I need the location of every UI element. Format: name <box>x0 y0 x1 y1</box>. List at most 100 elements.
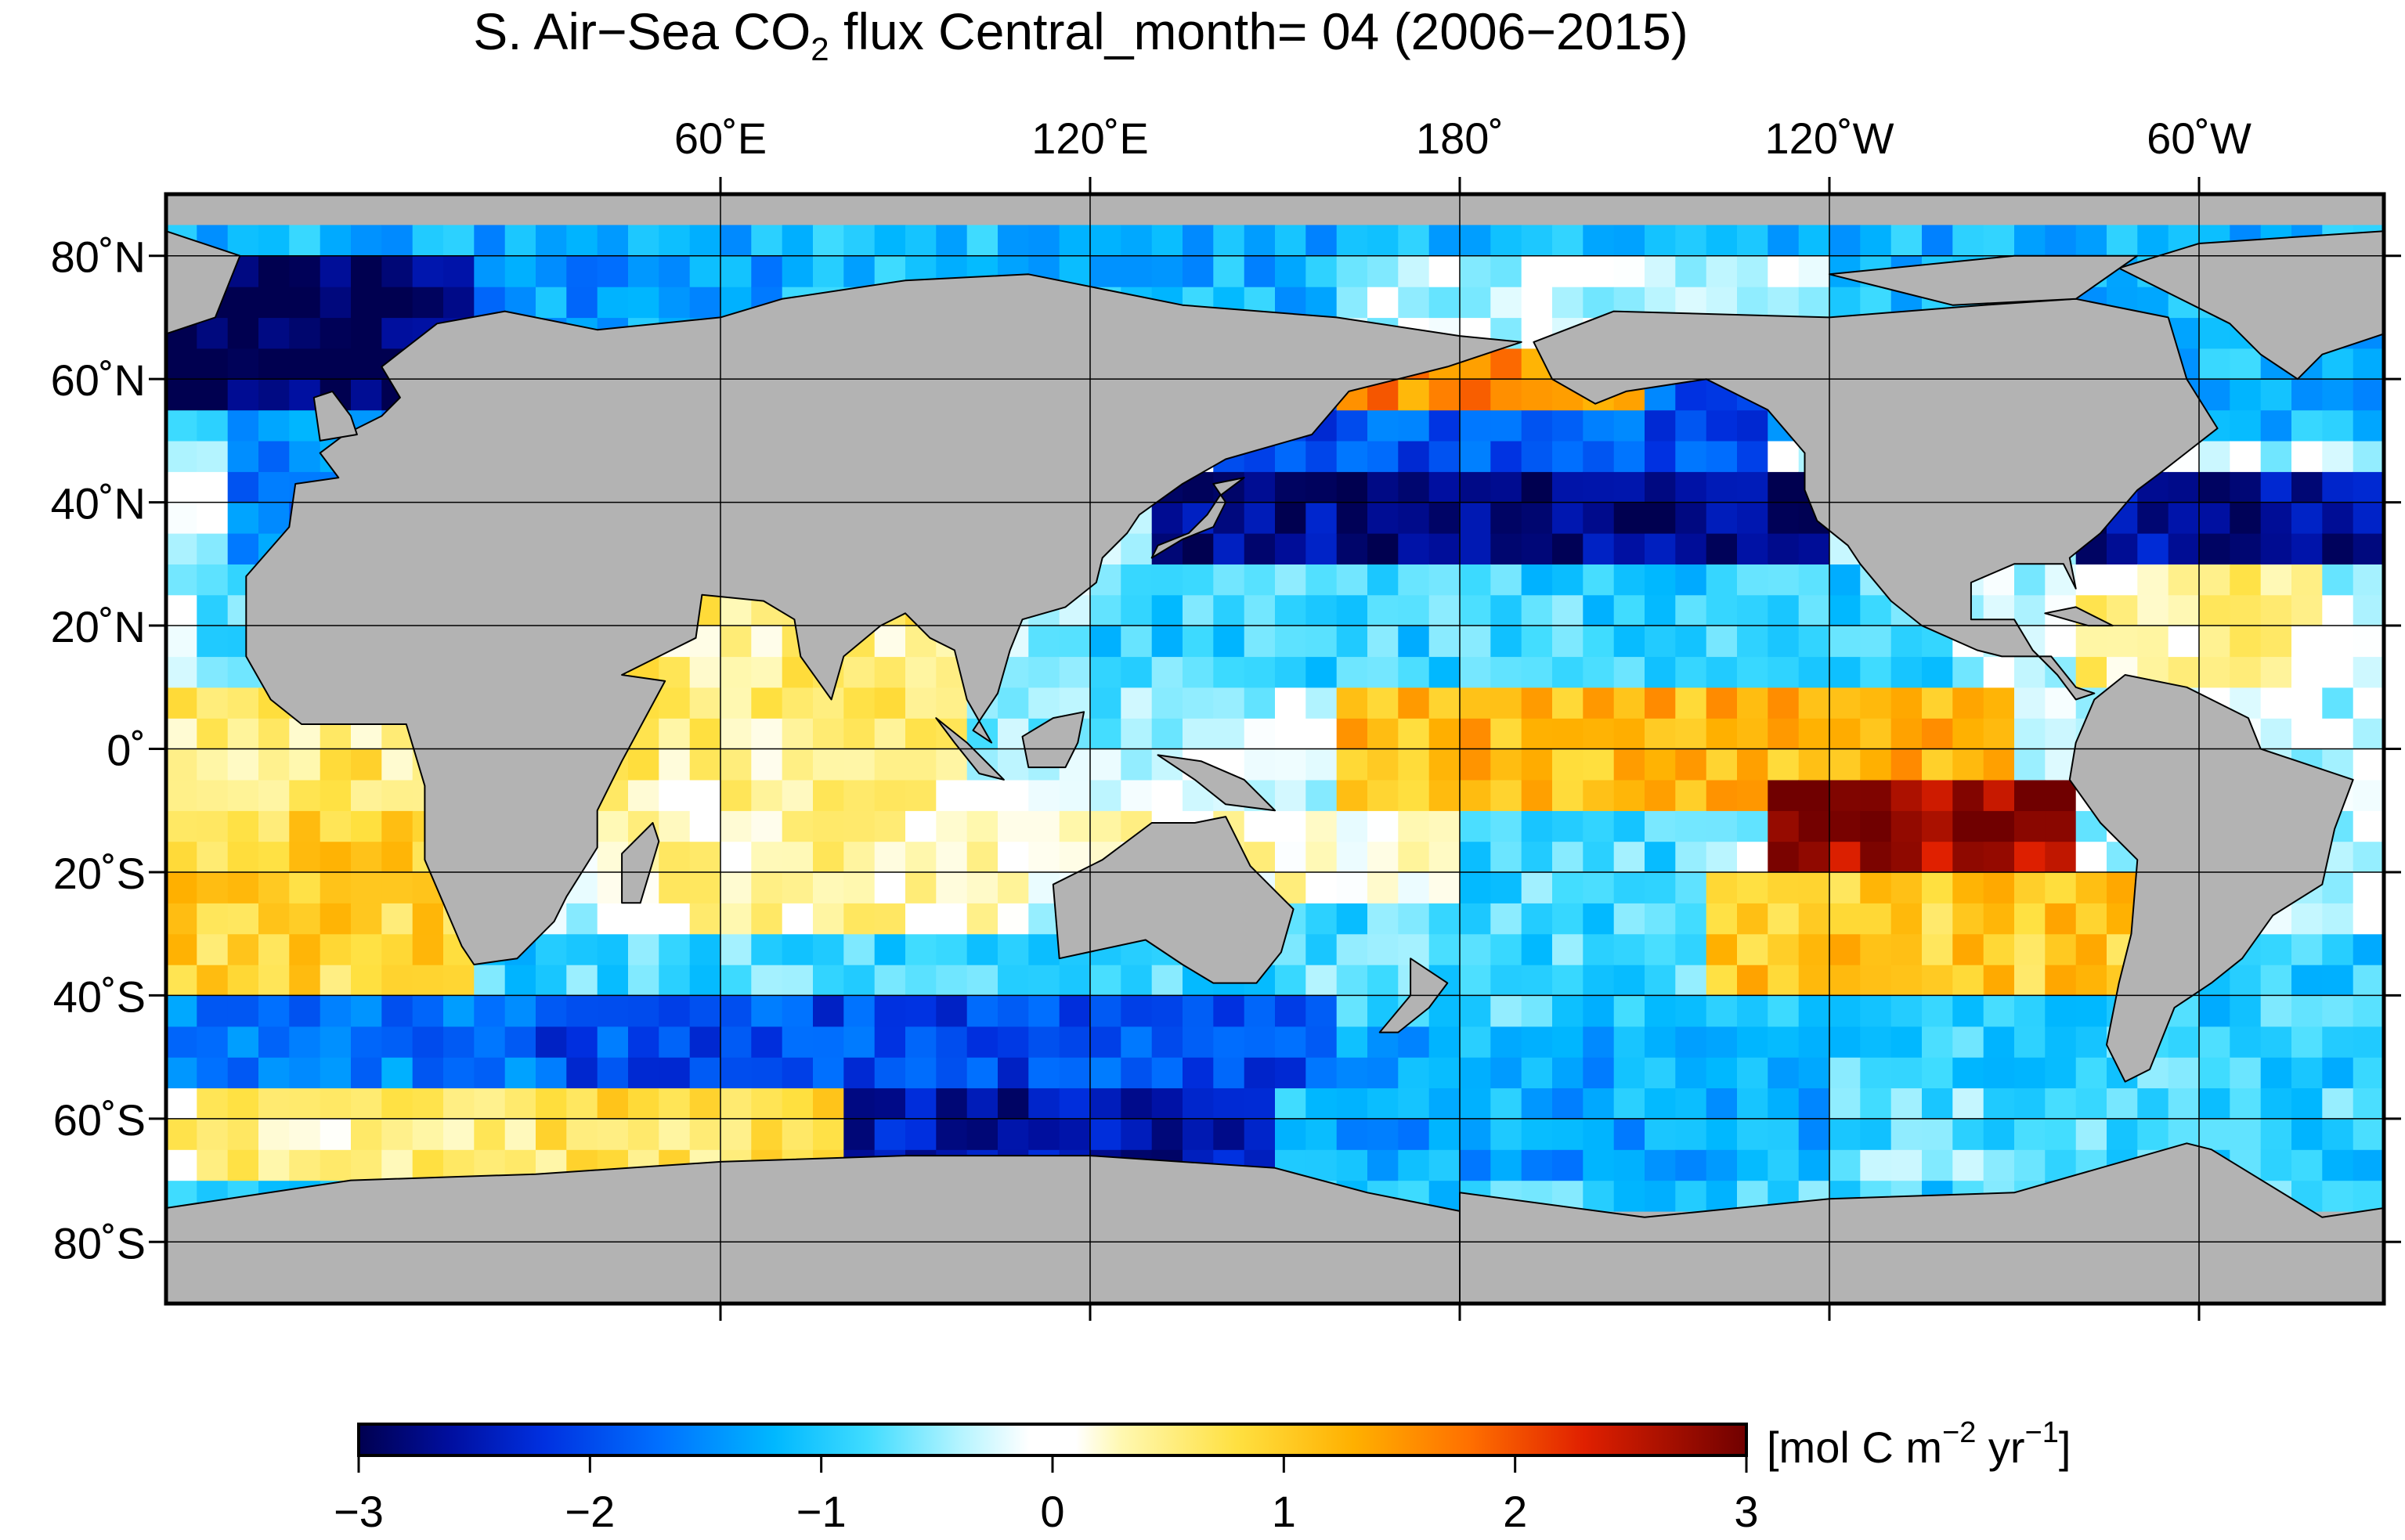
flux-cell <box>1983 656 2015 688</box>
flux-cell <box>1798 965 1830 996</box>
flux-cell <box>936 225 968 257</box>
flux-cell <box>1305 903 1338 935</box>
flux-cell <box>2014 1026 2046 1058</box>
flux-cell <box>566 903 598 935</box>
flux-cell <box>1213 1026 1245 1058</box>
flux-cell <box>289 933 321 965</box>
flux-cell <box>2045 225 2077 257</box>
flux-cell <box>1460 656 1491 688</box>
flux-cell <box>2260 1026 2292 1058</box>
flux-cell <box>597 287 629 319</box>
flux-cell <box>1305 225 1338 257</box>
flux-cell <box>2260 594 2292 626</box>
flux-cell <box>1675 965 1707 996</box>
flux-cell <box>751 841 783 873</box>
flux-cell <box>2353 687 2384 719</box>
flux-cell <box>1983 779 2015 811</box>
flux-cell <box>1952 933 1984 965</box>
flux-cell <box>2199 594 2230 626</box>
flux-cell <box>1983 1026 2015 1058</box>
flux-cell <box>720 903 752 935</box>
flux-cell <box>905 903 937 935</box>
flux-cell <box>966 1087 998 1120</box>
flux-cell <box>659 287 691 319</box>
flux-cell <box>597 903 629 935</box>
flux-cell <box>289 779 321 811</box>
flux-cell <box>351 317 382 349</box>
flux-cell <box>1798 1087 1830 1120</box>
flux-cell <box>1367 903 1399 935</box>
flux-cell <box>166 594 197 626</box>
flux-cell <box>2137 533 2169 564</box>
flux-cell <box>1952 1149 1984 1181</box>
flux-cell <box>1521 1118 1553 1150</box>
flux-cell <box>1613 471 1645 503</box>
flux-cell <box>1151 1118 1183 1150</box>
flux-cell <box>1645 1149 1676 1181</box>
flux-cell <box>1028 841 1060 873</box>
flux-cell <box>1028 1057 1060 1089</box>
flux-cell <box>381 255 413 287</box>
flux-cell <box>1398 718 1430 750</box>
flux-cell <box>1645 1180 1676 1212</box>
flux-cell <box>412 287 444 319</box>
title-suffix: flux Central_month= 04 (2006−2015) <box>829 2 1688 60</box>
flux-cell <box>1860 718 1892 750</box>
flux-cell <box>166 1057 197 1089</box>
flux-cell <box>689 1087 721 1120</box>
flux-cell <box>2075 903 2107 935</box>
flux-cell <box>720 810 752 842</box>
flux-cell <box>1706 1057 1738 1089</box>
flux-cell <box>1552 225 1583 257</box>
flux-cell <box>1460 255 1491 287</box>
flux-cell <box>782 225 814 257</box>
flux-cell <box>782 965 814 996</box>
flux-cell <box>1737 748 1768 781</box>
flux-cell <box>2199 317 2230 349</box>
flux-cell <box>2045 810 2077 842</box>
flux-cell <box>1983 225 2015 257</box>
flux-cell <box>1798 564 1830 596</box>
flux-cell <box>197 718 229 750</box>
flux-cell <box>320 1087 352 1120</box>
flux-cell <box>2230 348 2262 380</box>
flux-cell <box>1460 810 1491 842</box>
flux-cell <box>1490 1087 1522 1120</box>
flux-cell <box>1890 656 1923 688</box>
flux-cell <box>1613 502 1645 534</box>
flux-cell <box>1460 379 1491 411</box>
flux-cell <box>597 1057 629 1089</box>
land-antarctica <box>166 1155 1461 1304</box>
flux-cell <box>1244 255 1276 287</box>
flux-cell <box>659 1087 691 1120</box>
flux-cell <box>843 748 876 781</box>
flux-cell <box>1737 995 1768 1027</box>
flux-cell <box>536 1087 567 1120</box>
flux-cell <box>1613 626 1645 658</box>
flux-cell <box>1367 1149 1399 1181</box>
flux-cell <box>1675 225 1707 257</box>
flux-cell <box>1244 225 1276 257</box>
flux-cell <box>1890 1118 1923 1150</box>
flux-cell <box>936 933 968 965</box>
flux-cell <box>2260 995 2292 1027</box>
flux-cell <box>659 841 691 873</box>
colorbar-ticks: −3 −2 −1 0 1 2 3 <box>334 1455 1759 1536</box>
flux-cell <box>1305 718 1338 750</box>
flux-cell <box>1367 225 1399 257</box>
flux-cell <box>1336 718 1368 750</box>
flux-cell <box>1275 965 1306 996</box>
flux-cell <box>1890 903 1923 935</box>
flux-cell <box>443 1149 475 1181</box>
flux-cell <box>1336 903 1368 935</box>
land-australia <box>1052 816 1295 984</box>
flux-cell <box>1090 1057 1121 1089</box>
flux-cell <box>1367 871 1399 903</box>
flux-cell <box>1460 471 1491 503</box>
flux-cell <box>1613 810 1645 842</box>
flux-cell <box>751 687 783 719</box>
flux-cell <box>751 718 783 750</box>
flux-cell <box>1305 287 1338 319</box>
flux-cell <box>720 933 752 965</box>
flux-cell <box>1213 656 1245 688</box>
